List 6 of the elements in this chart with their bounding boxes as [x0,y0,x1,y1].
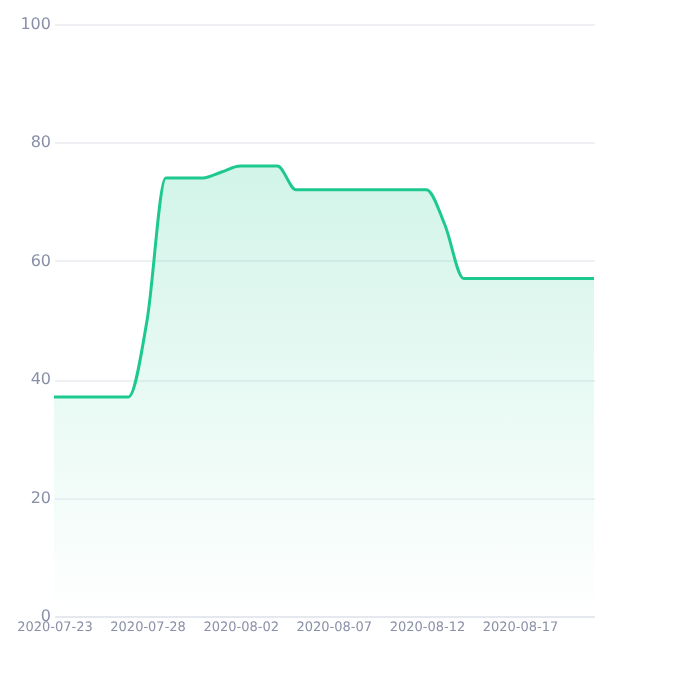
y-tick-label: 80 [30,133,51,152]
y-tick-label: 40 [30,370,51,389]
y-tick-label: 60 [30,251,51,270]
y-tick-label: 0 [40,607,51,625]
y-tick-label: 100 [20,15,51,33]
y-tick-label: 20 [30,488,51,507]
